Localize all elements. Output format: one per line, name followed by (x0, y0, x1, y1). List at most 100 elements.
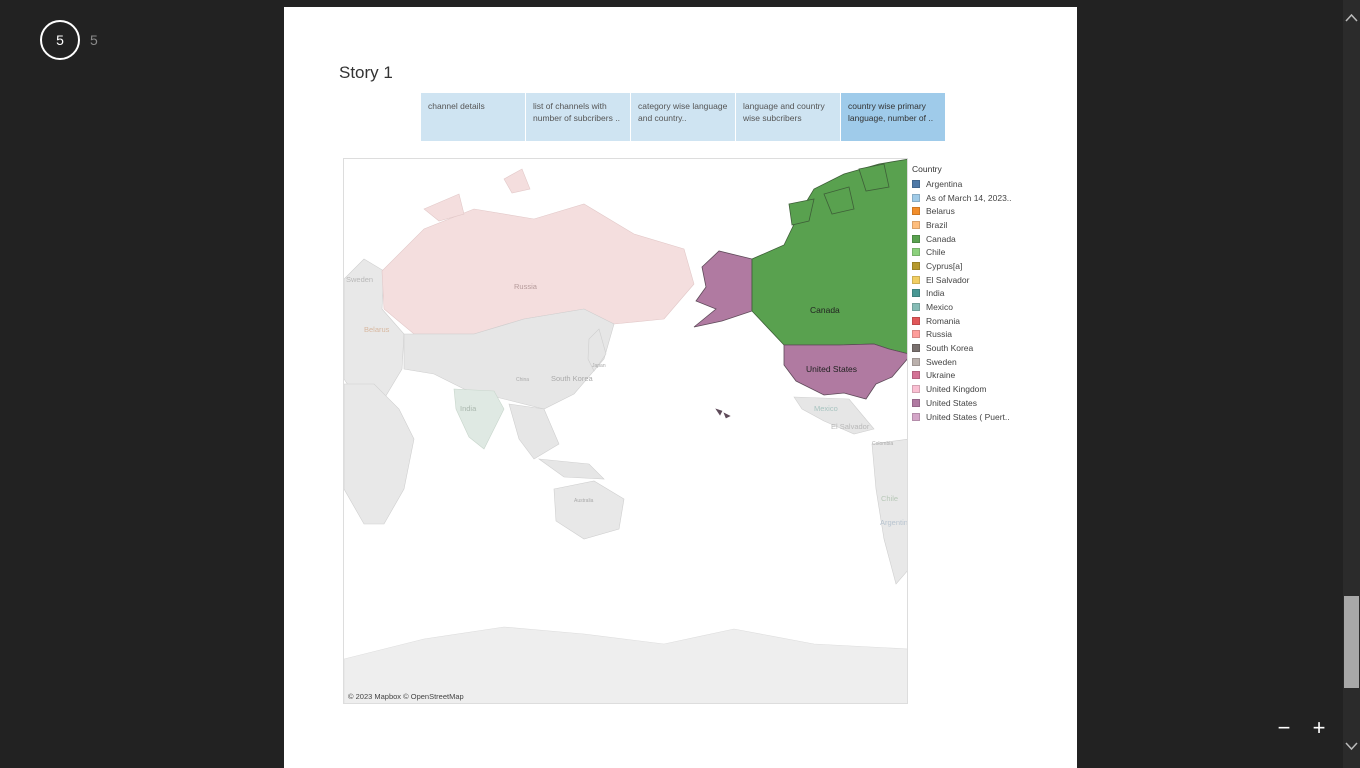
label-colombia: Colombia (872, 441, 893, 447)
africa-land (344, 383, 415, 525)
legend-item[interactable]: Ukraine (912, 369, 1022, 383)
label-el-salvador: El Salvador (831, 422, 870, 431)
united-states-region[interactable] (783, 343, 908, 400)
story-navigator: channel details list of channels with nu… (421, 93, 946, 141)
legend-item[interactable]: Argentina (912, 177, 1022, 191)
legend-item[interactable]: South Korea (912, 341, 1022, 355)
legend-label: El Salvador (926, 274, 970, 285)
legend-swatch (912, 412, 920, 421)
legend-label: As of March 14, 2023.. (926, 192, 1012, 203)
legend-swatch (912, 371, 920, 380)
legend-label: South Korea (926, 343, 974, 354)
antarctica-land (344, 626, 907, 703)
legend-swatch (912, 275, 920, 284)
japan-land (587, 328, 607, 372)
legend-label: United Kingdom (926, 384, 987, 395)
scrollbar-thumb[interactable] (1344, 596, 1359, 688)
label-belarus: Belarus (364, 325, 390, 334)
legend-label: United States (926, 397, 978, 408)
legend-item[interactable]: India (912, 287, 1022, 301)
legend-label: Argentina (926, 178, 963, 189)
legend-item[interactable]: Cyprus[a] (912, 259, 1022, 273)
legend-label: Brazil (926, 219, 948, 230)
legend-item[interactable]: Romania (912, 314, 1022, 328)
legend-swatch (912, 330, 920, 339)
vertical-scrollbar[interactable] (1343, 0, 1360, 768)
legend-item[interactable]: El Salvador (912, 273, 1022, 287)
legend-label: Russia (926, 329, 952, 340)
canada-islands[interactable] (788, 163, 890, 226)
legend-title: Country (912, 164, 942, 174)
zoom-out-button[interactable]: − (1277, 715, 1291, 740)
alaska-region[interactable] (693, 250, 753, 328)
legend-swatch (912, 248, 920, 257)
arctic-islands (423, 168, 531, 222)
current-page-number[interactable]: 5 (40, 20, 80, 60)
legend-swatch (912, 303, 920, 312)
south-america-land (871, 438, 907, 585)
label-china: China (516, 377, 529, 383)
label-argentina: Argentina (880, 518, 908, 527)
total-pages: 5 (90, 32, 98, 48)
map-attribution[interactable]: © 2023 Mapbox © OpenStreetMap (348, 692, 464, 701)
story-point-channels-subscribers[interactable]: list of channels with number of subcribe… (526, 93, 630, 141)
country-legend: Country Argentina As of March 14, 2023..… (912, 164, 1022, 423)
legend-swatch (912, 179, 920, 188)
zoom-in-button[interactable]: + (1312, 715, 1326, 740)
legend-swatch (912, 289, 920, 298)
label-chile: Chile (881, 494, 898, 503)
legend-item[interactable]: Belarus (912, 204, 1022, 218)
legend-label: Sweden (926, 356, 957, 367)
legend-item[interactable]: Canada (912, 232, 1022, 246)
legend-label: Chile (926, 247, 946, 258)
story-point-language-country[interactable]: language and country wise subcribers (736, 93, 840, 141)
asia-land (403, 308, 615, 410)
label-russia: Russia (514, 282, 538, 291)
legend-item[interactable]: Russia (912, 328, 1022, 342)
label-south-korea: South Korea (551, 374, 594, 383)
legend-label: Cyprus[a] (926, 260, 963, 271)
story-point-country-primary-language[interactable]: country wise primary language, number of… (841, 93, 945, 141)
legend-label: Ukraine (926, 370, 956, 381)
legend-item[interactable]: As of March 14, 2023.. (912, 191, 1022, 205)
label-mexico: Mexico (814, 404, 838, 413)
world-map[interactable]: Canada United States Russia South Korea … (344, 159, 908, 704)
legend-item[interactable]: Mexico (912, 300, 1022, 314)
legend-label: Canada (926, 233, 956, 244)
story-point-category-language[interactable]: category wise language and country.. (631, 93, 735, 141)
legend-label: Mexico (926, 302, 953, 313)
legend-item[interactable]: United Kingdom (912, 382, 1022, 396)
legend-label: Romania (926, 315, 961, 326)
scroll-down-arrow-icon[interactable] (1343, 740, 1360, 752)
legend-swatch (912, 357, 920, 366)
story-point-channel-details[interactable]: channel details (421, 93, 525, 141)
scroll-up-arrow-icon[interactable] (1343, 12, 1360, 24)
legend-swatch (912, 193, 920, 202)
legend-item[interactable]: United States ( Puert.. (912, 410, 1022, 424)
story-slide: Story 1 channel details list of channels… (284, 7, 1077, 768)
legend-swatch (912, 398, 920, 407)
legend-item[interactable]: Sweden (912, 355, 1022, 369)
page-indicator: 5 5 (40, 20, 98, 60)
legend-item[interactable]: Chile (912, 245, 1022, 259)
legend-item[interactable]: United States (912, 396, 1022, 410)
legend-label: United States ( Puert.. (926, 411, 1010, 422)
label-united-states: United States (806, 364, 857, 374)
legend-swatch (912, 220, 920, 229)
label-australia: Australia (574, 498, 594, 504)
hawaii-region[interactable] (715, 408, 731, 419)
label-india: India (460, 404, 477, 413)
legend-label: India (926, 288, 945, 299)
legend-swatch (912, 385, 920, 394)
legend-label: Belarus (926, 206, 955, 217)
southeast-asia-land (508, 403, 605, 480)
map-view[interactable]: Canada United States Russia South Korea … (343, 158, 908, 704)
australia-land (553, 480, 625, 540)
story-title: Story 1 (339, 63, 393, 82)
label-sweden: Sweden (346, 275, 373, 284)
legend-item[interactable]: Brazil (912, 218, 1022, 232)
legend-swatch (912, 207, 920, 216)
legend-swatch (912, 234, 920, 243)
legend-swatch (912, 316, 920, 325)
legend-swatch (912, 261, 920, 270)
